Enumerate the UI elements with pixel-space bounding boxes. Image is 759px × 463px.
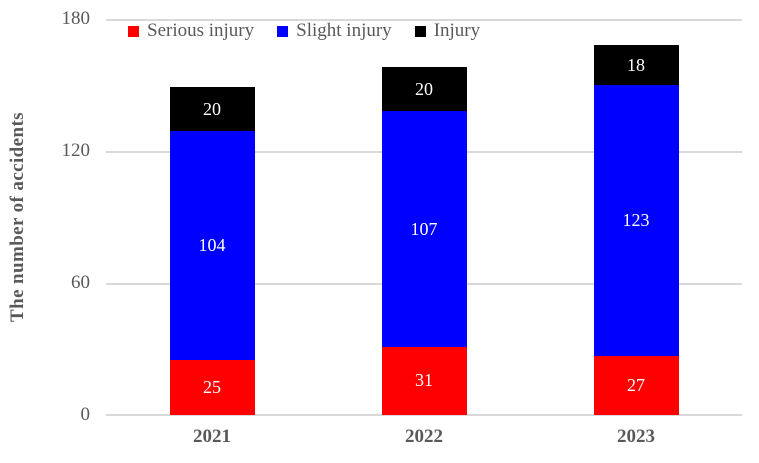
gridline-180 [106, 19, 742, 21]
legend-label: Injury [433, 20, 481, 41]
y-tick-label-0: 0 [80, 404, 91, 425]
serious-injury-swatch-icon [128, 25, 139, 37]
legend-item-slight-injury: Slight injury [277, 20, 392, 42]
bar-value-label: 18 [627, 54, 645, 75]
bar-value-label: 104 [198, 235, 226, 256]
bar-2023: 27 123 18 [593, 45, 679, 415]
injury-swatch-icon [414, 25, 426, 37]
legend-item-serious-injury: Serious injury [128, 20, 254, 42]
legend-label: Slight injury [296, 20, 392, 41]
bar-segment-serious-injury: 27 [593, 355, 679, 415]
bar-value-label: 31 [415, 370, 433, 391]
bar-segment-injury: 18 [593, 45, 679, 86]
y-axis-title-wrap: The number of accidents [4, 19, 32, 415]
x-axis-label-2021: 2021 [193, 426, 231, 447]
x-axis-label-2023: 2023 [617, 426, 655, 447]
bar-value-label: 20 [415, 78, 433, 99]
y-axis-title: The number of accidents [7, 112, 28, 322]
bar-segment-injury: 20 [169, 87, 255, 132]
slight-injury-swatch-icon [277, 25, 289, 37]
bar-value-label: 123 [622, 209, 650, 230]
bar-value-label: 27 [627, 374, 645, 395]
plot-area: 25 104 20 31 107 20 27 123 18 [106, 19, 742, 416]
bar-segment-injury: 20 [381, 67, 467, 112]
y-tick-label-60: 60 [71, 272, 90, 293]
legend: Serious injury Slight injury Injury [128, 20, 480, 42]
bar-segment-slight-injury: 104 [169, 131, 255, 360]
legend-label: Serious injury [147, 20, 255, 41]
bar-value-label: 20 [203, 98, 221, 119]
bar-value-label: 25 [203, 377, 221, 397]
bar-segment-slight-injury: 107 [381, 111, 467, 347]
legend-item-injury: Injury [414, 20, 481, 42]
bar-value-label: 107 [410, 218, 438, 239]
bar-segment-serious-injury: 31 [381, 346, 467, 415]
y-tick-label-120: 120 [61, 140, 91, 161]
bar-2022: 31 107 20 [381, 67, 467, 415]
bar-2021: 25 104 20 [169, 87, 255, 415]
bar-segment-serious-injury: 25 [169, 360, 255, 415]
x-axis-label-2022: 2022 [405, 426, 443, 447]
bar-segment-slight-injury: 123 [593, 85, 679, 356]
bars-layer: 25 104 20 31 107 20 27 123 18 [106, 19, 742, 415]
y-tick-label-180: 180 [61, 8, 91, 29]
